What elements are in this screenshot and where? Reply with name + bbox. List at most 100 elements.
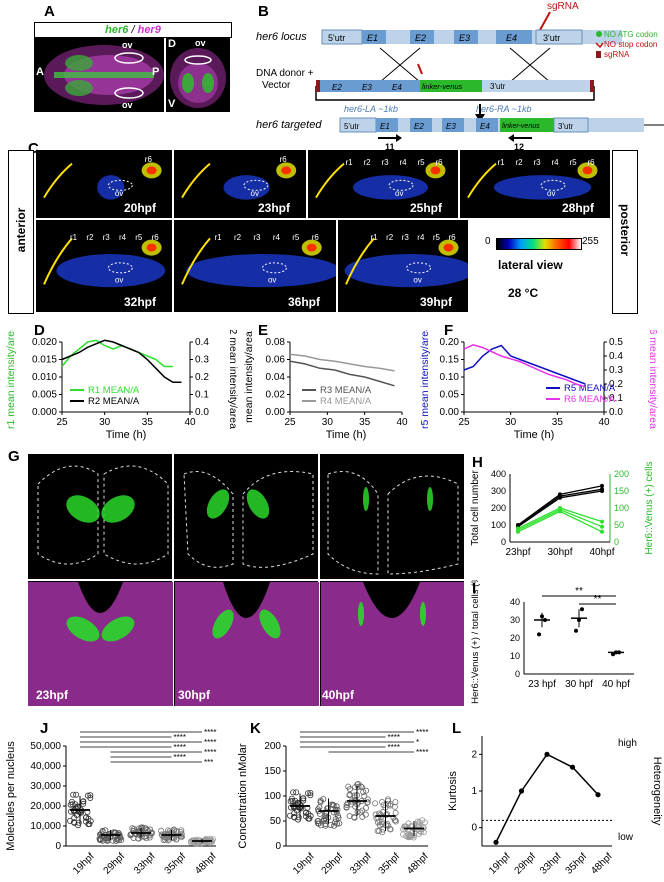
chartL-xtick-1: 29hpf <box>513 851 539 877</box>
chartK-sig-4: **** <box>416 748 428 757</box>
chartD-xtick-1: 30 <box>99 417 111 428</box>
chartK-point-4-39 <box>416 830 423 837</box>
chartK-point-4-37 <box>404 826 411 833</box>
chartI-point-0-2 <box>543 618 547 622</box>
chartD-xlabel: Time (h) <box>106 429 147 441</box>
chartI-point-1-2 <box>580 607 584 612</box>
chartE-ytick-4: 0.08 <box>266 337 286 348</box>
colorbar-max: 255 <box>582 236 599 247</box>
c-rhombomere-3-2: r3 <box>534 158 542 167</box>
donor-3utr: 3'utr <box>490 82 506 91</box>
chartK-point-0-36 <box>302 809 309 816</box>
panel-d-image <box>166 38 230 112</box>
targeted-e1: E1 <box>380 122 390 131</box>
locus-label: her6 locus <box>256 31 307 43</box>
chart-j: 0 10,000 20,000 30,000 40,000 50,000 Molecules… <box>5 728 219 877</box>
chartK-point-3-17 <box>387 826 394 833</box>
chart-e: 25 30 35 40 Time (h) 0.00 0.02 0.04 0.06 0.08 mean… <box>243 331 408 441</box>
chartJ-point-2-39 <box>127 831 134 838</box>
chartI-point-1-0 <box>574 628 578 633</box>
panel-label-d: D <box>34 322 45 339</box>
panel-label-c: C <box>28 140 39 157</box>
chartK-point-2-34 <box>343 804 350 811</box>
chartE-series-0 <box>289 360 395 387</box>
c-tile-image-3: ov r1 r2 r3 r4 r5 r6 <box>467 158 598 200</box>
vector-label: Vector <box>262 80 291 91</box>
chartK-point-3-31 <box>376 822 383 829</box>
chartK-point-0-26 <box>290 813 297 820</box>
chartJ-point-0-11 <box>87 792 94 799</box>
posterior-box: posterior <box>612 150 638 314</box>
posterior-label: P <box>152 66 160 78</box>
sgrna-top-label: sgRNA <box>547 1 579 12</box>
c-rhombomere-5-5: r6 <box>312 233 320 242</box>
temperature-label: 28 °C <box>508 286 539 300</box>
chartI-ytick-1: 10 <box>510 651 520 661</box>
c-tile-image-5: ov r1 r2 r3 r4 r5 r6 <box>181 233 336 288</box>
chartJ-ytick-3: 30,000 <box>30 781 61 792</box>
c-ov-label-5: ov <box>268 276 276 285</box>
chartJ-ylabel: Molecules per nucleus <box>5 741 17 851</box>
c-timepoint-1: 23hpf <box>258 201 291 215</box>
g-timepoint-1: 30hpf <box>178 688 211 702</box>
chartD-series-1 <box>61 339 182 384</box>
primer-12: 12 <box>514 142 524 150</box>
c-rhombomere-6-2: r3 <box>402 233 410 242</box>
chartD-ytick-right-1: 0.1 <box>195 390 209 401</box>
chartF-ylabel-right: r6 mean intensity/area <box>647 330 659 429</box>
chartD-ytick-right-0: 0.0 <box>195 407 209 418</box>
chartE-ytick-2: 0.04 <box>266 372 286 383</box>
chartF-xtick-1: 30 <box>505 417 517 428</box>
chartD-xtick-3: 40 <box>184 417 196 428</box>
locus-5utr: 5'utr <box>328 33 345 43</box>
chartK-point-4-27 <box>409 832 416 839</box>
ov-label-bottom: ov <box>122 100 133 110</box>
c-rhombomere-4-2: r3 <box>103 233 111 242</box>
chartJ-point-1-34 <box>115 837 122 844</box>
chartF-ytick-0: 0.00 <box>440 407 460 418</box>
chartK-point-0-11 <box>307 789 314 796</box>
c-ov-label-1: ov <box>251 189 259 198</box>
chartF-ytick-right-3: 0.3 <box>609 365 623 376</box>
chartK-point-0-35 <box>288 795 295 802</box>
chartI-point-2-1 <box>614 650 618 655</box>
chartH-ytick-right-3: 150 <box>614 486 629 496</box>
chartK-xtick-3: 35hpf <box>377 851 403 877</box>
chartK-point-4-24 <box>403 833 410 840</box>
ov-label-d: ov <box>195 38 206 48</box>
chartF-ytick-1: 0.05 <box>440 390 460 401</box>
ov-label-top: ov <box>122 40 133 50</box>
chartJ-sig-0: **** <box>204 728 216 737</box>
targeted-5utr: 5'utr <box>344 122 360 131</box>
chartH-ylabel-right: Her6::Venus (+) cells <box>644 461 655 554</box>
chartJ-point-1-26 <box>98 830 105 837</box>
chartI-point-1-1 <box>577 618 581 622</box>
chartF-xtick-2: 35 <box>552 417 564 428</box>
chartJ-point-0-22 <box>85 815 92 822</box>
chartK-ytick-3: 150 <box>264 766 281 777</box>
c-rhombomere-3-1: r2 <box>516 158 524 167</box>
c-ov-label-2: ov <box>395 189 403 198</box>
chartD-ytick-2: 0.010 <box>32 372 57 383</box>
chartE-xtick-0: 25 <box>284 417 296 428</box>
chartI-ytick-0: 0 <box>515 669 520 679</box>
c-rhombomere-2-3: r4 <box>400 158 408 167</box>
chartD-legend-0: R1 MEAN/A <box>88 385 140 396</box>
chartL-point-1 <box>518 788 525 794</box>
chartD-xtick-0: 25 <box>56 417 68 428</box>
chartJ-xtick-2: 33hpf <box>132 851 158 877</box>
chartK-xtick-4: 48hpf <box>405 851 431 877</box>
chartK-point-2-39 <box>343 801 350 808</box>
chartD-xtick-2: 35 <box>142 417 154 428</box>
anterior-label: A <box>36 66 44 78</box>
c-tile-image-0: ov r6 <box>43 155 162 200</box>
panel-d-label: D <box>168 38 176 50</box>
targeted-e3: E3 <box>446 122 456 131</box>
chartE-xtick-1: 30 <box>322 417 334 428</box>
chartK-point-2-7 <box>363 787 370 794</box>
gene-sep: / <box>131 24 135 36</box>
c-rhombomere-2-5: r6 <box>436 158 444 167</box>
locus-e1: E1 <box>367 33 378 43</box>
chartF-series-1 <box>463 344 586 388</box>
primer-11: 11 <box>385 142 395 150</box>
